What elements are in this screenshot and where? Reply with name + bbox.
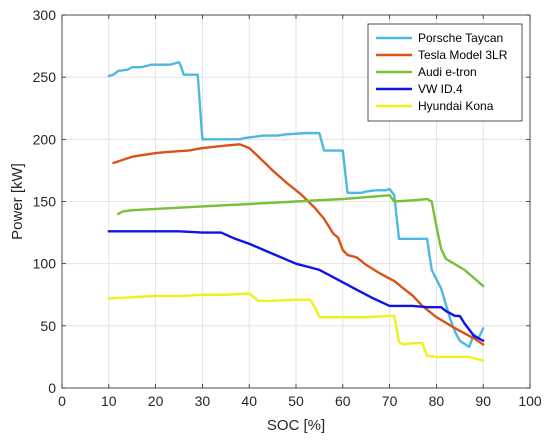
series-line-tesla-model-3lr (112, 143, 485, 346)
y-tick-label: 100 (33, 256, 57, 272)
legend: Porsche Taycan Tesla Model 3LR Audi e-tron… (367, 23, 523, 122)
legend-entry-label: Tesla Model 3LR (418, 48, 508, 62)
series-lines (107, 61, 485, 362)
series-line-audi-e-tron (116, 194, 485, 288)
y-axis-label: Power [kW] (9, 163, 26, 240)
x-tick-label: 40 (241, 393, 257, 409)
x-tick-label: 80 (429, 393, 445, 409)
x-tick-label: 90 (475, 393, 491, 409)
x-tick-label: 70 (382, 393, 398, 409)
x-axis-label: SOC [%] (267, 417, 325, 434)
legend-entry-label: Audi e-tron (418, 65, 477, 79)
series-line-hyundai-kona (107, 292, 485, 362)
x-tick-label: 60 (335, 393, 351, 409)
y-tick-label: 250 (33, 69, 57, 85)
x-tick-label: 30 (195, 393, 211, 409)
axis-ticks: 0 10 20 30 40 50 60 70 80 90 100 0 50 100 150 200 250 300 (33, 7, 542, 409)
y-tick-label: 50 (40, 318, 56, 334)
y-tick-label: 150 (33, 194, 57, 210)
legend-entry-label: Porsche Taycan (418, 31, 503, 45)
x-tick-label: 20 (148, 393, 164, 409)
x-tick-label: 0 (58, 393, 66, 409)
legend-entry-label: VW ID.4 (418, 82, 463, 96)
legend-entry-label: Hyundai Kona (418, 99, 494, 113)
y-tick-label: 0 (48, 380, 56, 396)
x-tick-label: 100 (518, 393, 542, 409)
series-line-vw-id-4 (107, 230, 485, 342)
y-tick-label: 300 (33, 7, 57, 23)
x-tick-label: 10 (101, 393, 117, 409)
y-tick-label: 200 (33, 131, 57, 147)
x-tick-label: 50 (288, 393, 304, 409)
series-line-porsche-taycan (107, 61, 485, 349)
